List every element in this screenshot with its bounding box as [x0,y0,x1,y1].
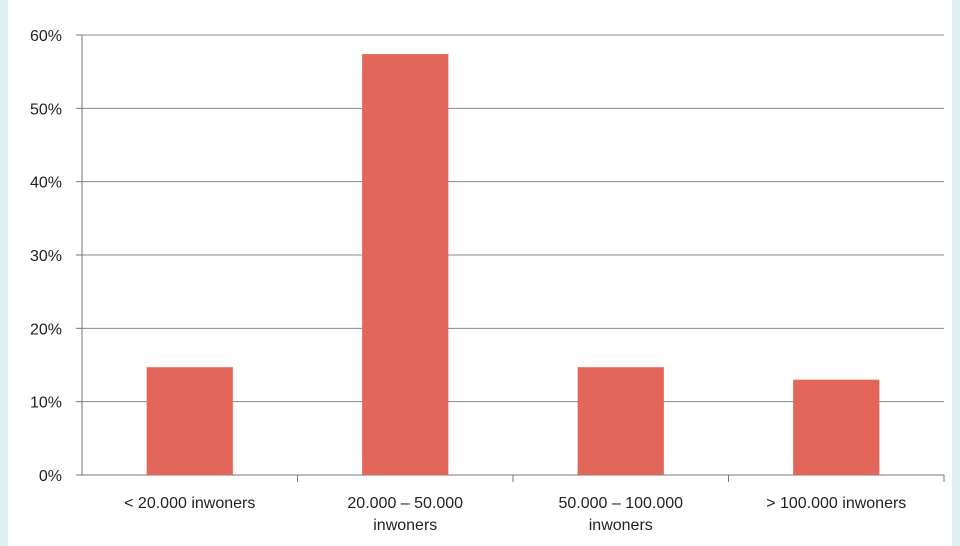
x-category-label: > 100.000 inwoners [766,495,906,512]
x-category-label: 50.000 – 100.000 inwoners [558,495,683,534]
bar [362,54,449,476]
bar [793,379,880,475]
x-category-label-line: < 20.000 inwoners [124,495,255,512]
y-tick-label: 10% [30,395,62,412]
y-tick-label: 40% [30,175,62,192]
y-tick-label: 60% [30,28,62,45]
y-tick-label: 0% [39,468,62,485]
frame-right-edge [952,0,960,546]
y-tick-label: 20% [30,321,62,338]
x-category-label-line: 50.000 – 100.000 [558,495,683,512]
y-tick-label: 50% [30,101,62,118]
y-tick-label: 30% [30,248,62,265]
frame-left-edge [0,0,8,546]
bar [577,367,664,475]
x-category-label-line: > 100.000 inwoners [766,495,906,512]
x-category-label-line: inwoners [373,517,437,534]
bar [146,367,233,475]
x-category-label-line: inwoners [589,517,653,534]
x-category-label-line: 20.000 – 50.000 [347,495,463,512]
x-category-label: 20.000 – 50.000 inwoners [347,495,463,534]
x-category-label: < 20.000 inwoners [124,495,255,512]
